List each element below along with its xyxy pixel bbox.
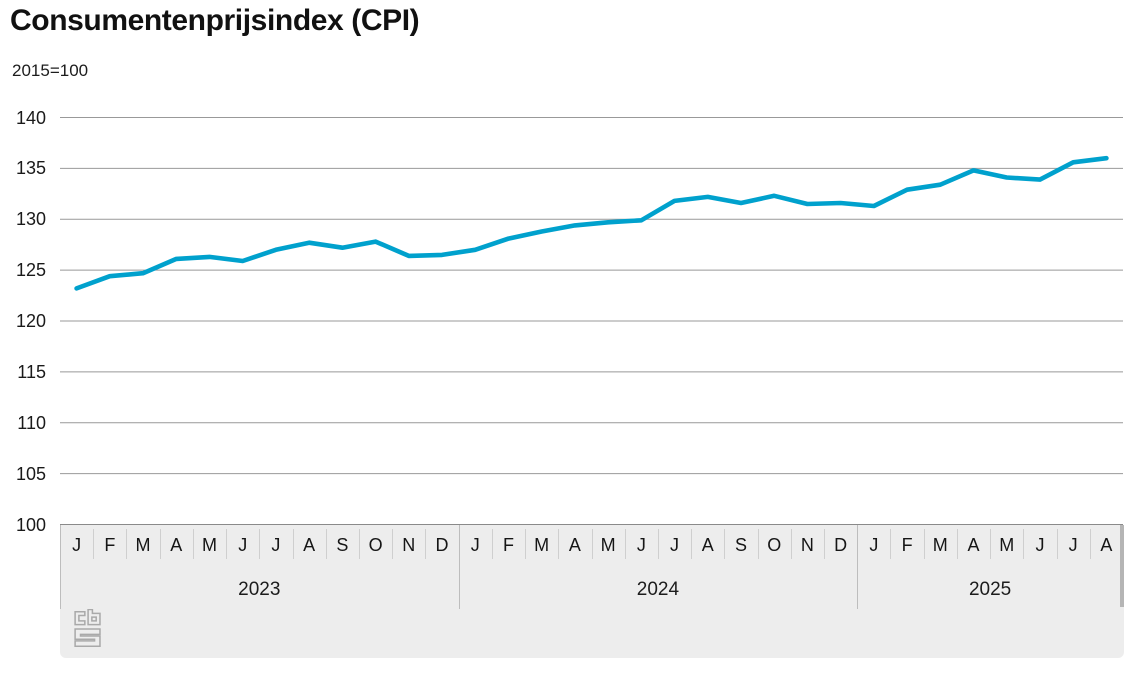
x-axis-month-label: A xyxy=(303,535,316,555)
x-axis-month-label: M xyxy=(201,535,217,555)
x-axis-month-label: M xyxy=(932,535,948,555)
month-separator xyxy=(292,529,294,559)
month-separator xyxy=(425,529,427,559)
y-axis-tick-label: 140 xyxy=(15,107,46,128)
y-axis-tick-label: 105 xyxy=(15,463,46,484)
year-separator xyxy=(458,525,460,609)
month-separator xyxy=(824,529,826,559)
y-axis-tick-label: 110 xyxy=(17,412,46,433)
month-separator xyxy=(525,529,527,559)
month-separator xyxy=(491,529,493,559)
x-axis-band[interactable]: J F M A M J J A S O N D J F M A M J J A S O N D J F M A M J J A 2023 2024… xyxy=(60,525,1124,658)
month-separator xyxy=(259,529,261,559)
y-axis-tick-label: 125 xyxy=(15,260,46,281)
month-separator xyxy=(1056,529,1058,559)
x-axis-month-label: O xyxy=(767,535,782,555)
x-axis-month-label: M xyxy=(135,535,151,555)
month-separator xyxy=(790,529,792,559)
cbs-logo-icon xyxy=(74,609,101,648)
month-separator xyxy=(724,529,726,559)
month-separator xyxy=(923,529,925,559)
x-axis-month-label: S xyxy=(336,535,349,555)
month-separator xyxy=(93,529,95,559)
month-separator xyxy=(159,529,161,559)
month-separator xyxy=(126,529,128,559)
x-axis-month-label: J xyxy=(238,535,248,555)
x-axis-year-label-2025: 2025 xyxy=(968,579,1012,600)
month-separator xyxy=(591,529,593,559)
month-separator xyxy=(657,529,659,559)
x-axis-month-label: J xyxy=(1068,535,1078,555)
x-axis-month-label: O xyxy=(368,535,383,555)
x-axis-year-label-2024: 2024 xyxy=(636,579,680,600)
y-axis-tick-label: 115 xyxy=(17,361,46,382)
month-separator xyxy=(1089,529,1091,559)
x-axis-month-label: J xyxy=(271,535,281,555)
month-separator xyxy=(325,529,327,559)
month-separator xyxy=(358,529,360,559)
x-axis-month-label: A xyxy=(170,535,183,555)
x-axis-month-label: A xyxy=(1100,535,1113,555)
y-axis-tick-label: 135 xyxy=(15,158,46,179)
x-axis-month-label: D xyxy=(834,535,848,555)
month-separator xyxy=(990,529,992,559)
x-axis-month-label: F xyxy=(502,535,514,555)
x-axis-year-label-2023: 2023 xyxy=(238,579,281,600)
month-separator xyxy=(558,529,560,559)
y-axis-tick-label: 120 xyxy=(15,311,46,331)
x-axis-month-label: M xyxy=(999,535,1015,555)
x-axis-month-label: M xyxy=(534,535,550,555)
x-axis-month-label: J xyxy=(72,535,82,555)
x-axis-month-label: J xyxy=(470,535,480,555)
month-separator xyxy=(192,529,194,559)
y-axis-tick-label: 130 xyxy=(15,209,46,230)
x-axis-month-label: N xyxy=(402,535,416,555)
x-axis-month-label: N xyxy=(800,535,814,555)
month-separator xyxy=(1023,529,1025,559)
x-axis-month-label: D xyxy=(435,535,449,555)
year-separator xyxy=(60,525,61,609)
x-axis-month-label: F xyxy=(104,535,116,555)
cbs-logo-paths xyxy=(74,609,101,648)
x-axis-month-label: A xyxy=(568,535,581,555)
month-separator xyxy=(392,529,394,559)
cpi-line-series xyxy=(74,155,1109,291)
scrollbar-thumb[interactable] xyxy=(1120,525,1124,607)
x-axis-month-label: J xyxy=(869,535,879,555)
month-separator xyxy=(956,529,958,559)
x-axis-month-label: A xyxy=(701,535,714,555)
year-separator xyxy=(857,525,859,609)
month-separator xyxy=(890,529,892,559)
x-axis-month-label: J xyxy=(636,535,646,555)
x-axis-month-label: J xyxy=(670,535,680,555)
y-axis-tick-label: 100 xyxy=(15,514,46,535)
chart-subtitle: 2015=100 xyxy=(12,61,89,80)
month-separator xyxy=(757,529,759,559)
x-axis-month-label: F xyxy=(901,535,913,555)
chart-title: Consumentenprijsindex (CPI) xyxy=(10,4,420,37)
month-separator xyxy=(624,529,626,559)
month-separator xyxy=(226,529,228,559)
x-axis-month-label: J xyxy=(1035,535,1045,555)
month-separator xyxy=(691,529,693,559)
plot-area xyxy=(60,117,1123,525)
x-axis-month-label: A xyxy=(967,535,980,555)
x-axis-month-label: S xyxy=(734,535,747,555)
x-axis-month-label: M xyxy=(600,535,616,555)
